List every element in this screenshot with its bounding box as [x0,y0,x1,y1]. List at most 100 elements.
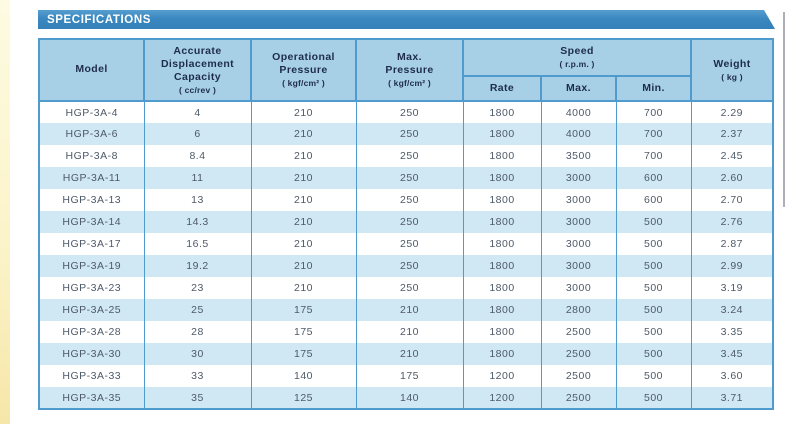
cell-speed-min: 500 [615,255,692,277]
header-speed-max: Max. [540,75,617,102]
cell-weight: 2.60 [690,167,774,189]
capacity-unit: ( cc/rev ) [179,84,216,95]
cell-operational-pressure: 210 [250,101,357,123]
cell-speed-max: 3000 [540,189,617,211]
cell-weight: 2.99 [690,255,774,277]
table-row: HGP-3A-14 14.3 210 250 1800 3000 500 2.76 [38,211,774,233]
cell-speed-rate: 1800 [462,211,542,233]
table-row: HGP-3A-17 16.5 210 250 1800 3000 500 2.87 [38,233,774,255]
cell-displacement-capacity: 23 [143,277,252,299]
header-model: Model [38,38,145,102]
cell-speed-min: 500 [615,233,692,255]
cell-operational-pressure: 210 [250,145,357,167]
cell-speed-rate: 1800 [462,123,542,145]
cell-model: HGP-3A-8 [38,145,145,167]
cell-speed-min: 500 [615,365,692,387]
cell-displacement-capacity: 14.3 [143,211,252,233]
cell-speed-max: 3000 [540,277,617,299]
cell-speed-min: 700 [615,123,692,145]
cell-displacement-capacity: 30 [143,343,252,365]
cell-operational-pressure: 210 [250,189,357,211]
spec-table-body: HGP-3A-4 4 210 250 1800 4000 700 2.29 HGP-3A-6 6 2… [38,101,774,410]
cell-speed-rate: 1800 [462,167,542,189]
cell-weight: 3.24 [690,299,774,321]
cell-displacement-capacity: 25 [143,299,252,321]
cell-displacement-capacity: 8.4 [143,145,252,167]
cell-model: HGP-3A-11 [38,167,145,189]
cell-weight: 2.87 [690,233,774,255]
cell-operational-pressure: 210 [250,123,357,145]
cell-operational-pressure: 210 [250,167,357,189]
cell-weight: 3.71 [690,387,774,410]
cell-weight: 2.45 [690,145,774,167]
cell-weight: 2.76 [690,211,774,233]
cell-model: HGP-3A-6 [38,123,145,145]
table-row: HGP-3A-11 11 210 250 1800 3000 600 2.60 [38,167,774,189]
cell-speed-rate: 1800 [462,189,542,211]
cell-model: HGP-3A-30 [38,343,145,365]
cell-max-pressure: 175 [355,365,464,387]
page-edge-line [783,12,785,207]
table-row: HGP-3A-6 6 210 250 1800 4000 700 2.37 [38,123,774,145]
table-row: HGP-3A-4 4 210 250 1800 4000 700 2.29 [38,101,774,123]
cell-operational-pressure: 175 [250,343,357,365]
cell-operational-pressure: 210 [250,277,357,299]
cell-max-pressure: 250 [355,211,464,233]
cell-max-pressure: 210 [355,321,464,343]
cell-model: HGP-3A-14 [38,211,145,233]
cell-model: HGP-3A-33 [38,365,145,387]
cell-max-pressure: 250 [355,123,464,145]
cell-displacement-capacity: 4 [143,101,252,123]
op-pressure-unit: ( kgf/cm² ) [282,78,325,89]
cell-displacement-capacity: 13 [143,189,252,211]
cell-speed-max: 2800 [540,299,617,321]
cell-weight: 3.35 [690,321,774,343]
table-row: HGP-3A-8 8.4 210 250 1800 3500 700 2.45 [38,145,774,167]
cell-weight: 3.19 [690,277,774,299]
cell-speed-min: 500 [615,321,692,343]
weight-unit: ( kg ) [721,71,743,82]
cell-operational-pressure: 210 [250,233,357,255]
cell-speed-min: 500 [615,299,692,321]
cell-displacement-capacity: 28 [143,321,252,343]
cell-speed-max: 3500 [540,145,617,167]
table-row: HGP-3A-19 19.2 210 250 1800 3000 500 2.99 [38,255,774,277]
cell-model: HGP-3A-4 [38,101,145,123]
cell-speed-rate: 1200 [462,365,542,387]
cell-displacement-capacity: 33 [143,365,252,387]
cell-model: HGP-3A-28 [38,321,145,343]
cell-model: HGP-3A-35 [38,387,145,410]
cell-speed-min: 700 [615,101,692,123]
cell-model: HGP-3A-17 [38,233,145,255]
cell-speed-max: 3000 [540,233,617,255]
page-edge-strip [0,0,10,424]
cell-speed-rate: 1200 [462,387,542,410]
cell-speed-min: 700 [615,145,692,167]
cell-speed-min: 500 [615,387,692,410]
cell-max-pressure: 250 [355,255,464,277]
cell-weight: 2.70 [690,189,774,211]
cell-max-pressure: 250 [355,277,464,299]
cell-model: HGP-3A-23 [38,277,145,299]
cell-max-pressure: 250 [355,167,464,189]
cell-speed-rate: 1800 [462,233,542,255]
specifications-table: Model Accurate Displacement Capacity( cc… [38,38,775,410]
cell-speed-max: 3000 [540,211,617,233]
cell-speed-max: 4000 [540,101,617,123]
max-pressure-unit: ( kgf/cm² ) [388,78,431,89]
table-row: HGP-3A-28 28 175 210 1800 2500 500 3.35 [38,321,774,343]
table-row: HGP-3A-23 23 210 250 1800 3000 500 3.19 [38,277,774,299]
cell-displacement-capacity: 19.2 [143,255,252,277]
cell-operational-pressure: 175 [250,321,357,343]
cell-speed-rate: 1800 [462,277,542,299]
cell-max-pressure: 250 [355,145,464,167]
cell-speed-max: 4000 [540,123,617,145]
table-row: HGP-3A-30 30 175 210 1800 2500 500 3.45 [38,343,774,365]
cell-max-pressure: 250 [355,101,464,123]
table-header: Model Accurate Displacement Capacity( cc… [38,38,775,102]
table-row: HGP-3A-33 33 140 175 1200 2500 500 3.60 [38,365,774,387]
cell-speed-min: 600 [615,167,692,189]
cell-weight: 2.37 [690,123,774,145]
cell-operational-pressure: 140 [250,365,357,387]
